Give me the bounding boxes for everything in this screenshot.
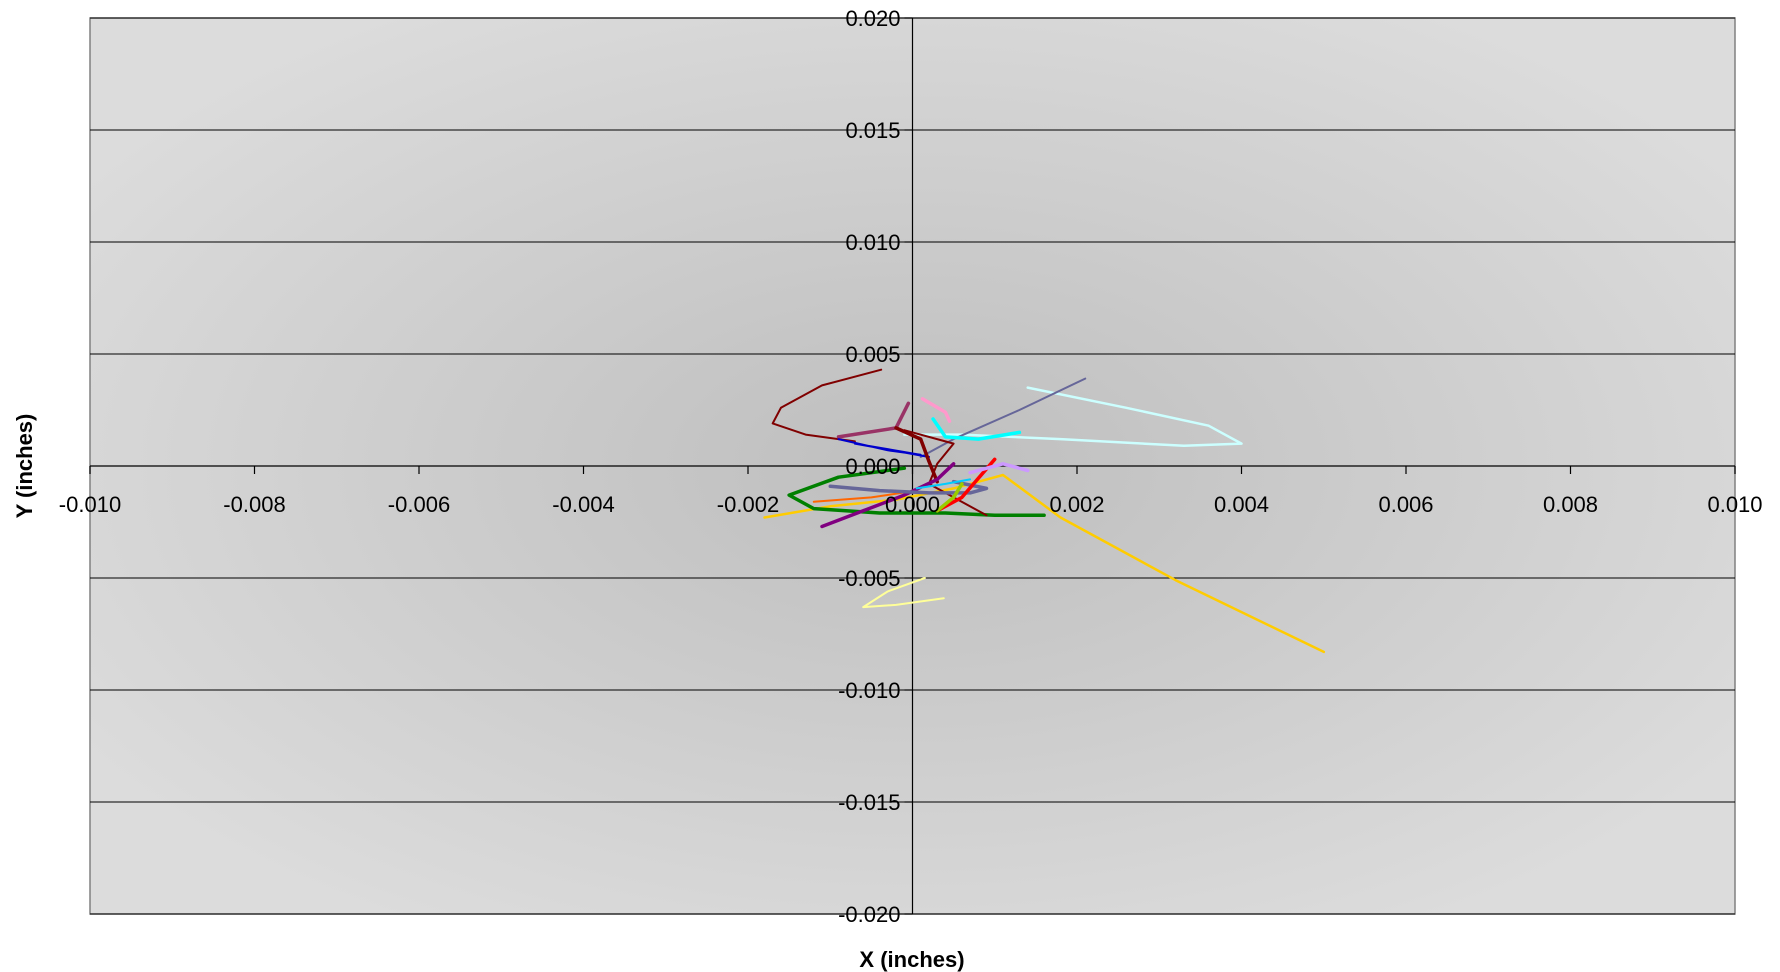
y-tick-label: 0.015 [845,118,900,143]
series-line-12 [820,462,956,529]
x-tick-label: 0.006 [1378,492,1433,517]
y-tick-label: 0.010 [845,230,900,255]
y-tick-label: 0.005 [845,342,900,367]
x-tick-label: -0.010 [59,492,121,517]
series-line-16 [935,457,997,513]
x-tick-label: 0.000 [885,492,940,517]
axes [89,17,1736,915]
series-line-18 [935,482,964,513]
y-axis-title: Y (inches) [12,414,37,519]
x-tick-label: 0.002 [1049,492,1104,517]
series-line-5 [862,577,945,609]
series-layer [763,368,1326,654]
x-tick-label: 0.008 [1543,492,1598,517]
x-tick-label: 0.004 [1214,492,1269,517]
series-line-2 [903,386,1243,448]
x-tick-label: 0.010 [1707,492,1762,517]
series-line-19 [915,478,972,490]
x-tick-label: -0.002 [717,492,779,517]
y-tick-label: -0.010 [838,678,900,703]
y-tick-label: 0.020 [845,6,900,31]
series-line-3 [919,377,1087,458]
y-tick-label: -0.020 [838,902,900,927]
x-tick-label: -0.004 [552,492,614,517]
series-line-17 [968,462,1030,475]
y-tick-label: -0.015 [838,790,900,815]
y-tick-label: 0.000 [845,454,900,479]
series-line-1 [771,368,883,443]
series-line-9 [837,438,930,458]
x-axis-title: X (inches) [859,947,964,972]
x-tick-label: -0.006 [388,492,450,517]
series-line-13 [828,479,989,495]
series-line-4 [763,473,1326,654]
x-tick-label: -0.008 [223,492,285,517]
series-line-14 [920,397,952,423]
y-tick-label: -0.005 [838,566,900,591]
y-tick-labels: 0.020 0.015 0.010 0.005 0.000 -0.005 -0.010 -0.… [838,6,900,927]
x-tick-labels: -0.010 -0.008 -0.006 -0.004 -0.002 0.000 0.002… [59,492,1763,517]
series-line-15 [931,417,1022,441]
